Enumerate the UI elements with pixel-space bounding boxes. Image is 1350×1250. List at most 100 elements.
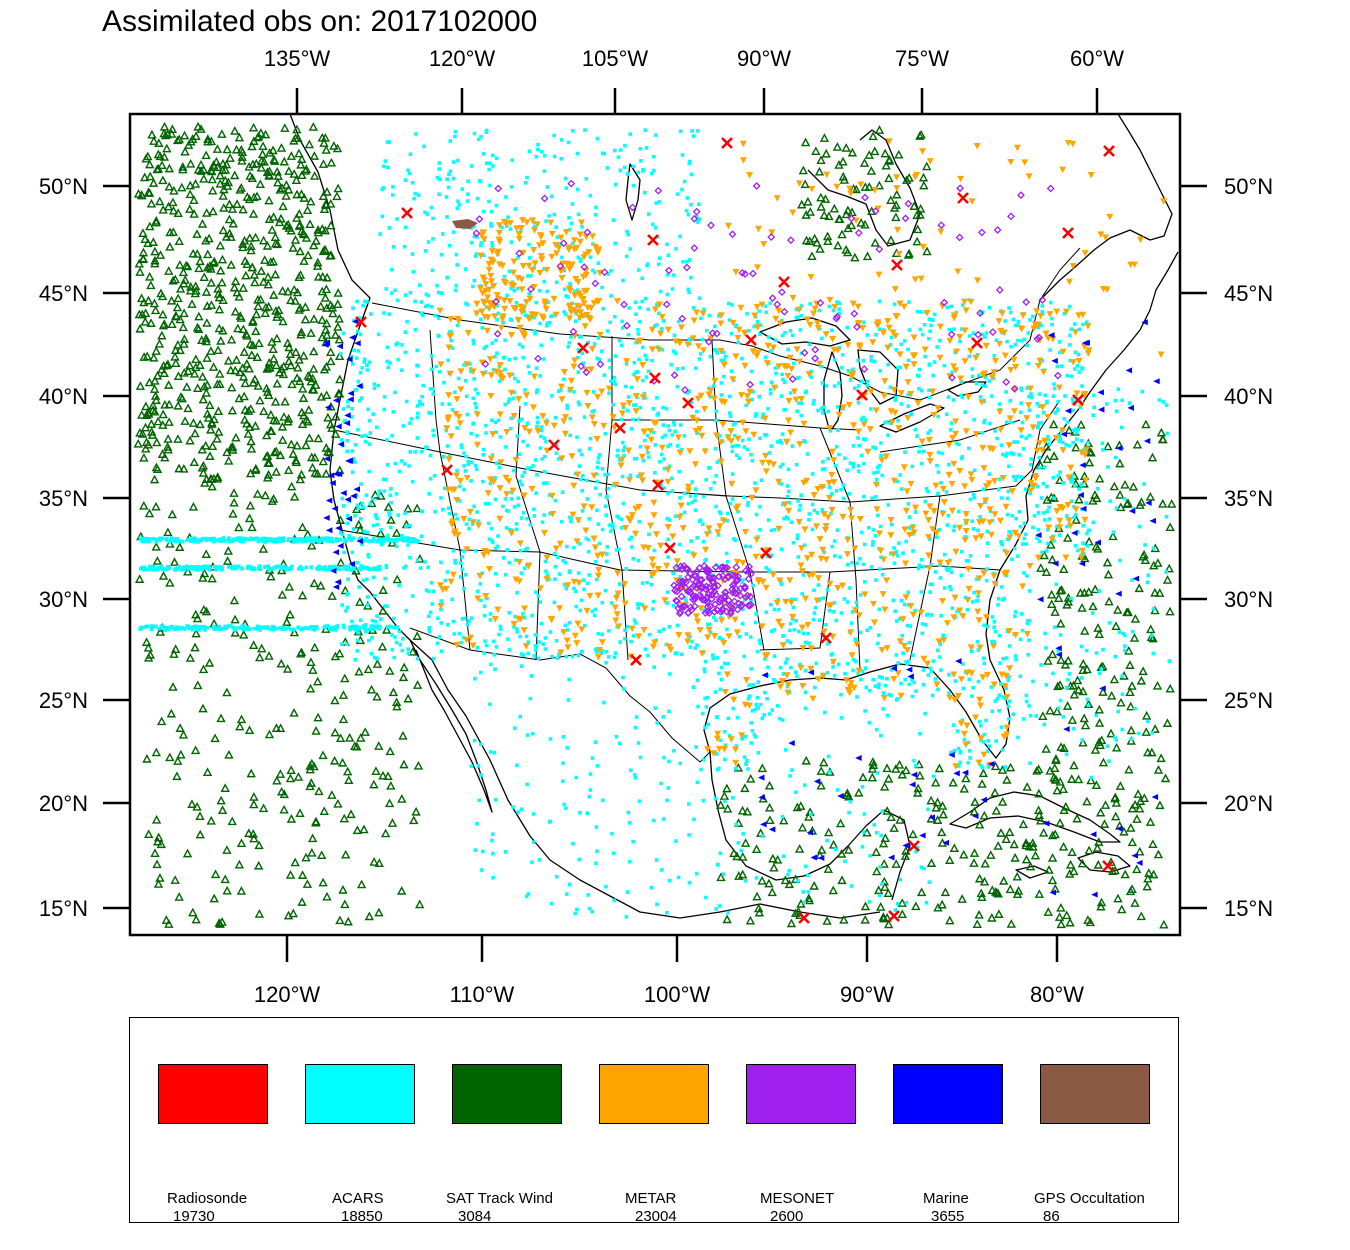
acars-marker bbox=[670, 489, 675, 493]
acars-marker bbox=[726, 662, 730, 666]
acars-marker bbox=[600, 632, 604, 637]
acars-marker bbox=[608, 320, 612, 325]
sat-track-wind-marker bbox=[310, 468, 320, 477]
acars-marker bbox=[1058, 698, 1063, 703]
acars-marker bbox=[528, 273, 533, 278]
sat-track-wind-marker bbox=[745, 915, 756, 925]
sat-track-wind-marker bbox=[1111, 798, 1122, 807]
acars-marker bbox=[1004, 454, 1008, 458]
acars-marker bbox=[447, 454, 452, 459]
sat-track-wind-marker bbox=[1045, 705, 1055, 715]
acars-marker bbox=[533, 458, 538, 462]
sat-track-wind-marker bbox=[172, 135, 183, 145]
acars-marker bbox=[887, 692, 892, 697]
sat-track-wind-marker bbox=[164, 163, 175, 173]
sat-track-wind-marker bbox=[214, 292, 224, 302]
acars-marker bbox=[895, 902, 900, 906]
sat-track-wind-marker bbox=[333, 322, 343, 331]
sat-track-wind-marker bbox=[900, 851, 911, 860]
sat-track-wind-marker bbox=[940, 887, 951, 897]
acars-marker bbox=[722, 358, 726, 362]
sat-track-wind-marker bbox=[186, 282, 196, 291]
sat-track-wind-marker bbox=[166, 708, 177, 718]
acars-marker bbox=[646, 369, 651, 374]
acars-marker bbox=[687, 161, 692, 166]
acars-marker bbox=[1005, 451, 1009, 456]
acars-marker bbox=[1006, 678, 1011, 683]
acars-marker bbox=[471, 338, 476, 343]
acars-marker bbox=[673, 351, 678, 355]
sat-track-wind-marker bbox=[228, 508, 238, 518]
acars-marker bbox=[469, 616, 474, 620]
acars-marker bbox=[740, 580, 745, 585]
acars-marker bbox=[1041, 481, 1046, 486]
acars-marker bbox=[247, 566, 252, 570]
sat-track-wind-marker bbox=[133, 439, 143, 448]
sat-track-wind-marker bbox=[158, 409, 168, 419]
sat-track-wind-marker bbox=[185, 435, 195, 445]
acars-marker bbox=[789, 520, 794, 525]
sat-track-wind-marker bbox=[144, 508, 155, 518]
acars-marker bbox=[995, 436, 999, 441]
sat-track-wind-marker bbox=[335, 374, 345, 384]
acars-marker bbox=[1116, 387, 1121, 391]
acars-marker bbox=[224, 624, 228, 629]
sat-track-wind-marker bbox=[883, 919, 894, 929]
sat-track-wind-marker bbox=[1148, 839, 1158, 849]
acars-marker bbox=[487, 537, 492, 541]
sat-track-wind-marker bbox=[371, 766, 381, 776]
acars-marker bbox=[772, 527, 777, 532]
sat-track-wind-marker bbox=[266, 257, 276, 266]
acars-marker bbox=[577, 448, 582, 453]
acars-marker bbox=[992, 620, 997, 624]
sat-track-wind-marker bbox=[1145, 817, 1156, 826]
sat-track-wind-marker bbox=[378, 585, 388, 594]
sat-track-wind-marker bbox=[913, 783, 923, 793]
acars-marker bbox=[688, 494, 693, 498]
sat-track-wind-marker bbox=[326, 220, 336, 230]
acars-marker bbox=[596, 631, 601, 636]
sat-track-wind-marker bbox=[801, 235, 812, 245]
sat-track-wind-marker bbox=[144, 159, 155, 169]
acars-marker bbox=[420, 449, 424, 454]
acars-marker bbox=[140, 567, 145, 571]
acars-marker bbox=[654, 323, 659, 327]
acars-marker bbox=[839, 716, 844, 720]
acars-marker bbox=[687, 833, 691, 837]
acars-marker bbox=[927, 362, 932, 367]
acars-marker bbox=[823, 710, 827, 715]
sat-track-wind-marker bbox=[208, 160, 219, 169]
acars-marker bbox=[555, 235, 560, 239]
sat-track-wind-marker bbox=[147, 129, 157, 139]
acars-marker bbox=[835, 405, 840, 409]
acars-marker bbox=[366, 407, 370, 412]
sat-track-wind-marker bbox=[1084, 536, 1094, 546]
sat-track-wind-marker bbox=[296, 327, 307, 337]
sat-track-wind-marker bbox=[248, 340, 258, 350]
sat-track-wind-marker bbox=[163, 201, 174, 211]
acars-marker bbox=[559, 138, 564, 142]
sat-track-wind-marker bbox=[139, 452, 149, 462]
sat-track-wind-marker bbox=[250, 374, 260, 384]
acars-marker bbox=[704, 557, 708, 562]
sat-track-wind-marker bbox=[263, 451, 273, 460]
sat-track-wind-marker bbox=[220, 165, 231, 174]
acars-marker bbox=[970, 600, 975, 604]
acars-marker bbox=[357, 627, 362, 631]
acars-marker bbox=[1094, 651, 1099, 655]
acars-marker bbox=[674, 839, 678, 843]
acars-marker bbox=[192, 566, 196, 571]
acars-marker bbox=[220, 538, 225, 543]
sat-track-wind-marker bbox=[183, 140, 194, 149]
acars-marker bbox=[668, 672, 672, 676]
sat-track-wind-marker bbox=[191, 914, 201, 924]
acars-marker bbox=[972, 590, 977, 595]
sat-track-wind-marker bbox=[797, 199, 807, 209]
acars-marker bbox=[271, 566, 275, 571]
acars-marker bbox=[985, 567, 989, 571]
acars-marker bbox=[1056, 399, 1060, 404]
acars-marker bbox=[600, 527, 605, 532]
acars-marker bbox=[755, 649, 760, 654]
acars-marker bbox=[594, 212, 598, 217]
acars-marker bbox=[1069, 479, 1073, 484]
